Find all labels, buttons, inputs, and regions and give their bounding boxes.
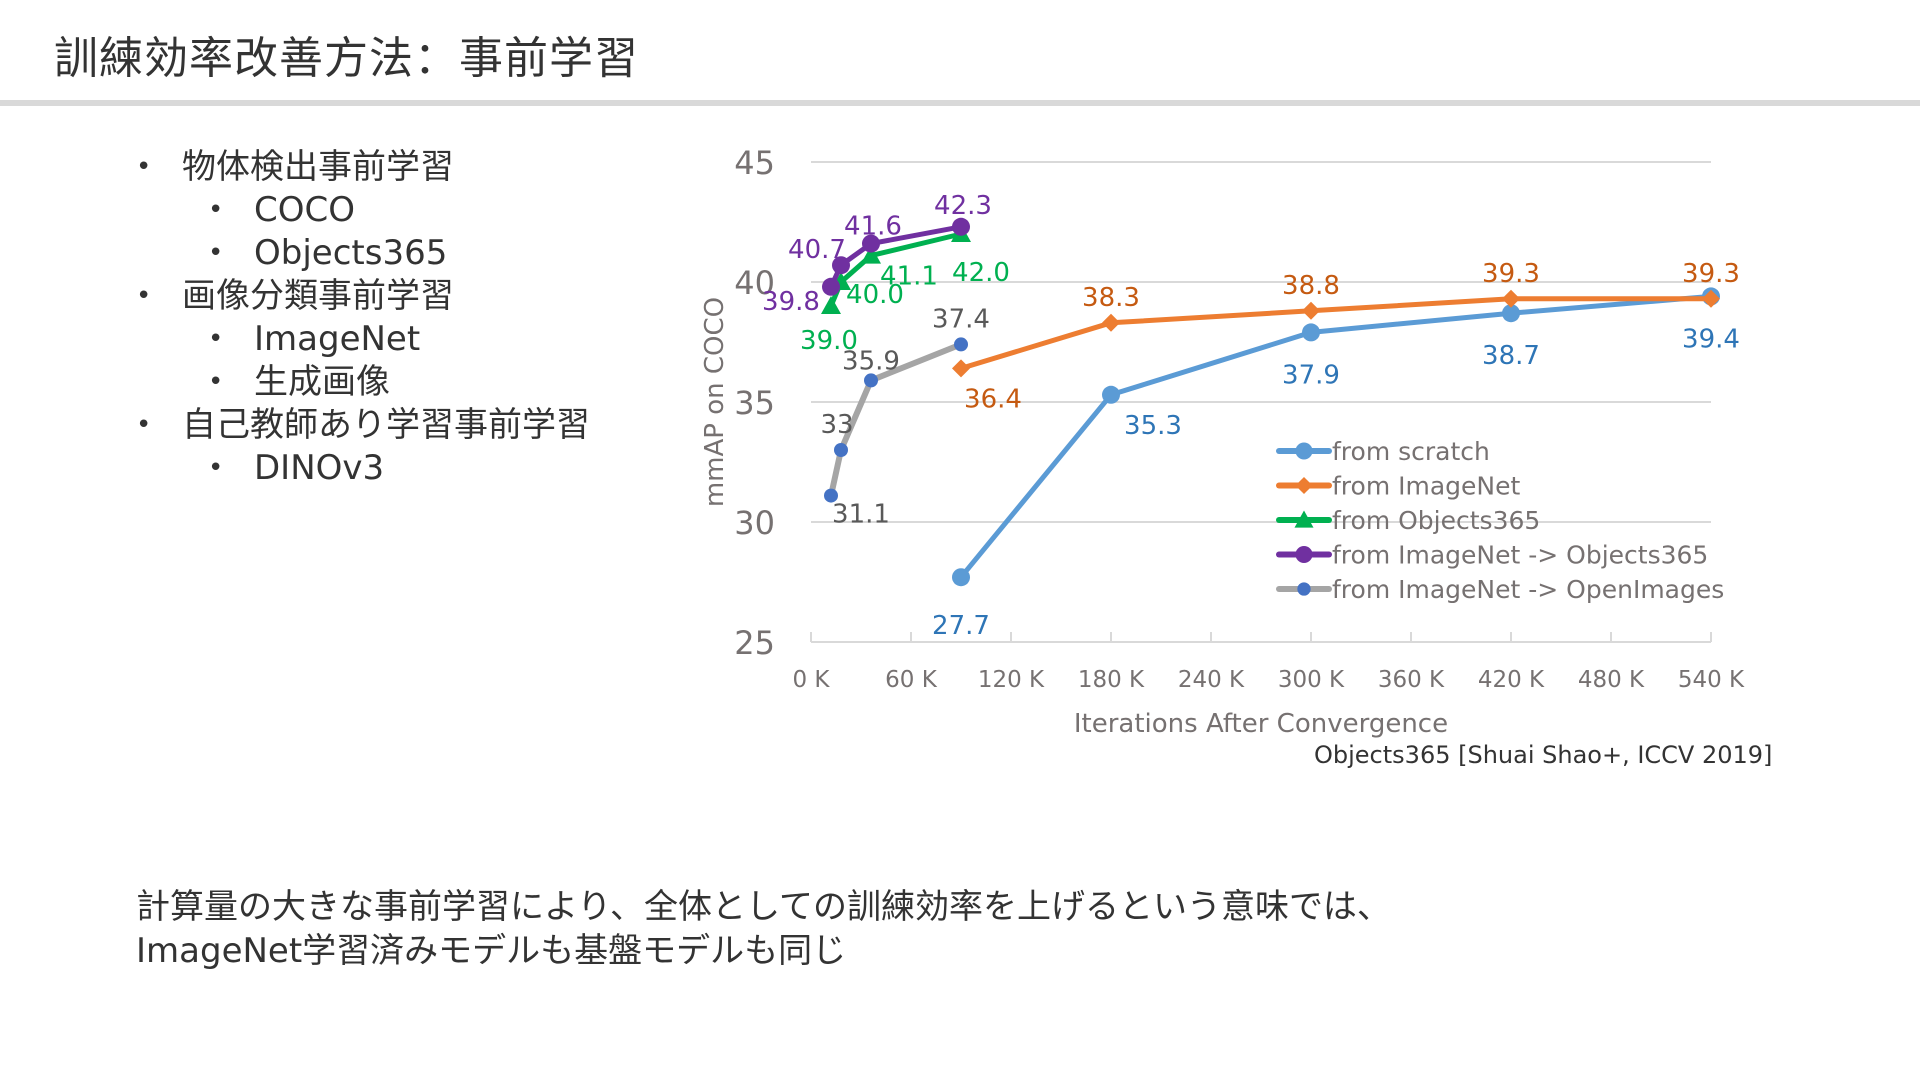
summary-line: 計算量の大きな事前学習により、全体としての訓練効率を上げるという意味では、 (136, 887, 1391, 927)
data-point (1302, 301, 1320, 320)
data-label: 41.1 (880, 262, 938, 292)
legend-label: from Objects365 (1332, 506, 1540, 535)
data-label: 41.6 (844, 212, 902, 242)
data-label: 42.3 (934, 191, 992, 221)
data-label: 39.4 (1682, 324, 1740, 354)
data-label: 38.7 (1482, 341, 1540, 371)
legend-label: from ImageNet -> Objects365 (1332, 541, 1708, 570)
grid-lines (811, 161, 1711, 523)
data-point (952, 217, 970, 236)
y-tick-label: 45 (734, 144, 775, 182)
data-label: 38.3 (1082, 283, 1140, 313)
legend-marker (1295, 545, 1313, 564)
bullet-item: COCO (130, 189, 590, 232)
legend-marker (1295, 476, 1313, 495)
y-tick-label: 40 (734, 264, 775, 302)
data-label: 40.0 (846, 280, 904, 310)
y-tick-label: 35 (734, 384, 775, 422)
x-tick-label: 360 K (1378, 667, 1445, 693)
data-label: 33 (820, 410, 853, 440)
x-axis-label: Iterations After Convergence (1074, 709, 1448, 739)
data-label: 39.8 (762, 287, 820, 317)
x-tick-label: 120 K (978, 667, 1045, 693)
slide-title: 訓練効率改善方法：事前学習 (54, 33, 639, 84)
data-label: 36.4 (964, 384, 1022, 414)
data-point (822, 277, 840, 296)
data-label: 39.3 (1482, 259, 1540, 289)
data-point (862, 234, 880, 253)
data-point (864, 373, 878, 388)
legend-marker (1295, 442, 1313, 460)
bullet-item: 物体検出事前学習 (130, 146, 590, 189)
data-point (1302, 323, 1320, 342)
summary-line: ImageNet学習済みモデルも基盤モデルも同じ (136, 931, 847, 971)
data-label: 42.0 (952, 258, 1010, 288)
series-group (821, 217, 1720, 587)
axes: 25 30 35 40 45 0 K 60 K 120 K 180 K 240 K 300 K 360… (734, 144, 1745, 693)
series-line (960, 296, 1711, 371)
data-label: 27.7 (932, 611, 990, 641)
x-tick-label: 240 K (1178, 667, 1245, 693)
y-tick-label: 25 (734, 624, 775, 662)
data-label: 37.4 (932, 304, 990, 334)
data-label: 35.9 (842, 346, 900, 376)
data-label: 38.8 (1282, 271, 1340, 301)
x-tick-label: 0 K (792, 667, 830, 693)
data-point (821, 296, 841, 314)
bullet-item: 自己教師あり学習事前学習 (130, 404, 590, 447)
data-point (834, 443, 848, 457)
data-label: 39.0 (800, 326, 858, 356)
data-point (832, 256, 850, 275)
legend: from scratch from ImageNet from Objects365… (1276, 437, 1724, 604)
summary-text: 計算量の大きな事前学習により、全体としての訓練効率を上げるという意味では、 Im… (136, 885, 1391, 973)
data-point (954, 337, 968, 352)
y-tick-label: 30 (734, 504, 775, 542)
bullet-item: 画像分類事前学習 (130, 275, 590, 318)
data-point (1702, 289, 1720, 308)
x-tick-label: 180 K (1078, 667, 1145, 693)
y-axis-label: mmAP on COCO (700, 297, 730, 507)
legend-label: from ImageNet (1332, 472, 1521, 501)
series-line (828, 341, 963, 497)
bullet-item: ImageNet (130, 318, 590, 361)
x-tick-label: 540 K (1678, 667, 1745, 693)
x-tick-label: 480 K (1578, 667, 1645, 693)
title-separator (0, 100, 1920, 106)
data-label: 39.3 (1682, 259, 1740, 289)
data-point (952, 359, 970, 378)
data-label: 37.9 (1282, 360, 1340, 390)
data-point (861, 245, 881, 264)
bullet-item: Objects365 (130, 232, 590, 275)
legend-label: from ImageNet -> OpenImages (1332, 575, 1724, 604)
x-tick-label: 420 K (1478, 667, 1545, 693)
legend-marker (1297, 582, 1311, 596)
data-point (1102, 313, 1120, 332)
data-point (1502, 289, 1520, 308)
series-line (828, 224, 962, 288)
bullet-list: 物体検出事前学習 COCO Objects365 画像分類事前学習 ImageN… (130, 146, 590, 490)
citation: Objects365 [Shuai Shao+, ICCV 2019] (1314, 741, 1773, 769)
legend-marker (1294, 510, 1314, 528)
x-tick-label: 60 K (885, 667, 938, 693)
bullet-item: DINOv3 (130, 447, 590, 490)
bullet-item: 生成画像 (130, 361, 590, 404)
data-point (1102, 385, 1120, 404)
data-labels: 27.7 35.3 37.9 38.7 39.4 36.4 38.3 38.8 39.3 39.3… (762, 191, 1740, 641)
data-label: 40.7 (788, 235, 846, 265)
data-label: 35.3 (1124, 411, 1182, 441)
data-point (1502, 304, 1520, 323)
x-tick-label: 300 K (1278, 667, 1345, 693)
data-label: 31.1 (832, 500, 890, 530)
legend-label: from scratch (1332, 437, 1490, 466)
data-point (824, 488, 838, 503)
data-point (952, 568, 970, 587)
